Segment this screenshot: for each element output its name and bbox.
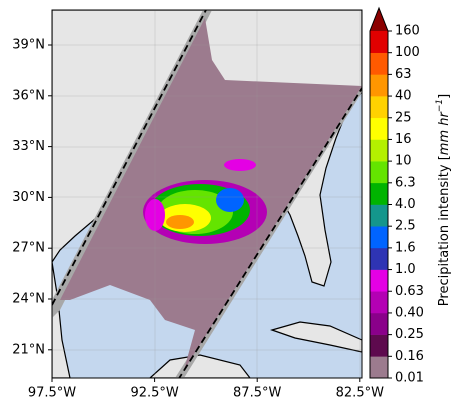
label-close: ]: [437, 94, 452, 99]
label-text: Precipitation intensity [: [437, 155, 452, 306]
colorbar-frame: [369, 6, 389, 379]
swath-boundary: [52, 10, 207, 306]
colorbar-extend: [370, 8, 388, 31]
lat-label: 27°N: [12, 241, 45, 256]
lat-label: 33°N: [12, 139, 45, 154]
colorbar-segment: [370, 269, 388, 292]
colorbar-tick-label: 0.25: [395, 327, 424, 342]
colorbar-label: Precipitation intensity [mm hr−1]: [435, 94, 452, 306]
label-unit: mm hr: [437, 111, 452, 156]
colorbar-segment: [370, 182, 388, 205]
colorbar-segment: [370, 291, 388, 314]
map-frame: [51, 9, 363, 379]
colorbar-tick-label: 6.3: [395, 175, 416, 190]
colorbar-segment: [370, 226, 388, 249]
land: [149, 354, 251, 378]
colorbar-segment: [370, 334, 388, 357]
colorbar-segment: [370, 356, 388, 379]
grid: [52, 10, 362, 378]
lon-label: 82.5°W: [336, 386, 384, 401]
colorbar-segment: [370, 312, 388, 335]
colorbar-segment: [370, 161, 388, 184]
colorbar-tick-label: 63: [395, 67, 412, 82]
colorbar-tick-label: 0.40: [395, 305, 424, 320]
colorbar-segment: [370, 31, 388, 53]
colorbar: 0.01 0.16 0.25 0.40 0.63 1.0 1.6 2.5 4.0 6.3 10 16 2…: [369, 6, 424, 386]
lon-label: 92.5°W: [130, 386, 178, 401]
colorbar-tick-label: 0.63: [395, 284, 424, 299]
colorbar-tick-label: 100: [395, 45, 420, 60]
colorbar-segment: [370, 96, 388, 119]
colorbar-tick-label: 4.0: [395, 197, 416, 212]
lat-label: 36°N: [12, 88, 45, 103]
colorbar-tick-label: 10: [395, 154, 412, 169]
colorbar-tick-label: 0.01: [395, 371, 424, 386]
lat-label: 24°N: [12, 292, 45, 307]
colorbar-segment: [370, 74, 388, 97]
colorbar-segment: [370, 139, 388, 162]
colorbar-tick-label: 2.5: [395, 219, 416, 234]
lat-label: 39°N: [12, 38, 45, 53]
colorbar-tick-label: 160: [395, 24, 420, 39]
colorbar-tick-label: 1.6: [395, 240, 416, 255]
colorbar-segment: [370, 204, 388, 227]
labels: 39°N 36°N 33°N 30°N 27°N 24°N 21°N 97.5°W 92.5°W…: [12, 38, 384, 401]
map: [52, 10, 362, 378]
colorbar-segment: [370, 117, 388, 140]
swath-boundary: [178, 87, 362, 378]
storm: [143, 159, 267, 244]
colorbar-tick-label: 0.16: [395, 349, 424, 364]
colorbar-tick-label: 1.0: [395, 262, 416, 277]
colorbar-segment: [370, 247, 388, 270]
land: [270, 321, 362, 353]
colorbar-tick-label: 40: [395, 89, 412, 104]
lon-label: 97.5°W: [28, 386, 76, 401]
colorbar-tick-label: 25: [395, 110, 412, 125]
lon-label: 87.5°W: [233, 386, 281, 401]
lat-label: 21°N: [12, 342, 45, 357]
lat-label: 30°N: [12, 190, 45, 205]
colorbar-segment: [370, 52, 388, 75]
colorbar-tick-label: 16: [395, 132, 412, 147]
label-exponent: −1: [435, 99, 445, 112]
